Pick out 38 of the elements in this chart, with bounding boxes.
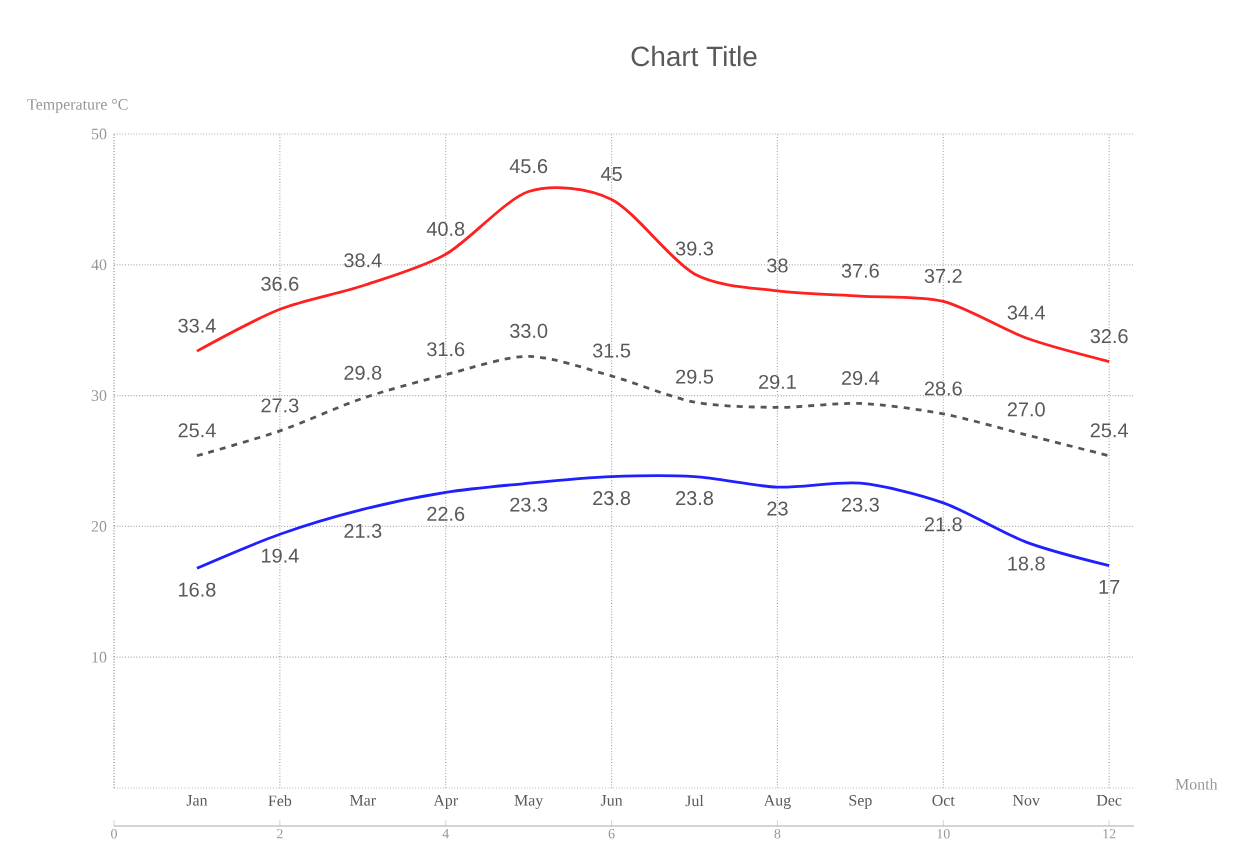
data-label: 36.6 (261, 276, 299, 291)
data-label: 22.6 (427, 506, 465, 521)
data-label: 18.8 (1008, 556, 1045, 571)
data-label: 16.8 (179, 582, 216, 597)
data-label: 32.6 (1090, 329, 1128, 344)
data-label: 31.6 (427, 342, 465, 357)
data-label: 40.8 (426, 221, 465, 236)
data-label: 31.5 (592, 343, 631, 358)
data-label: 17 (1099, 580, 1120, 594)
data-label: 25.4 (178, 423, 216, 438)
data-label: 19.4 (262, 548, 299, 563)
line-series (195, 474, 1111, 570)
data-label: 27.3 (261, 398, 299, 413)
data-label: 38.4 (344, 253, 382, 268)
data-label: 28.6 (924, 381, 962, 396)
data-label: 39.3 (675, 241, 714, 256)
data-label: 33.0 (510, 323, 548, 338)
data-label: 45 (600, 167, 622, 181)
data-label: 23 (767, 501, 788, 516)
data-label: 37.6 (841, 263, 879, 278)
data-label: 45.6 (509, 159, 548, 174)
data-label: 23.8 (676, 491, 714, 506)
data-label: 29.5 (676, 369, 714, 384)
data-label: 21.8 (924, 517, 962, 532)
data-label: 37.2 (924, 268, 962, 284)
data-label: 29.4 (841, 370, 880, 386)
data-label: 33.4 (178, 318, 216, 333)
data-label: 23.8 (593, 491, 631, 506)
data-label: 38 (767, 258, 788, 273)
data-label: 25.4 (1090, 423, 1128, 438)
data-label: 27.0 (1007, 402, 1045, 417)
data-label: 23.3 (510, 497, 548, 512)
chart-title: Chart Title (631, 45, 757, 67)
data-label: 29.1 (759, 374, 796, 389)
data-label: 29.8 (344, 365, 382, 380)
data-label: 21.3 (344, 523, 382, 538)
data-label: 34.4 (1007, 305, 1046, 320)
data-label: 23.3 (841, 497, 879, 512)
